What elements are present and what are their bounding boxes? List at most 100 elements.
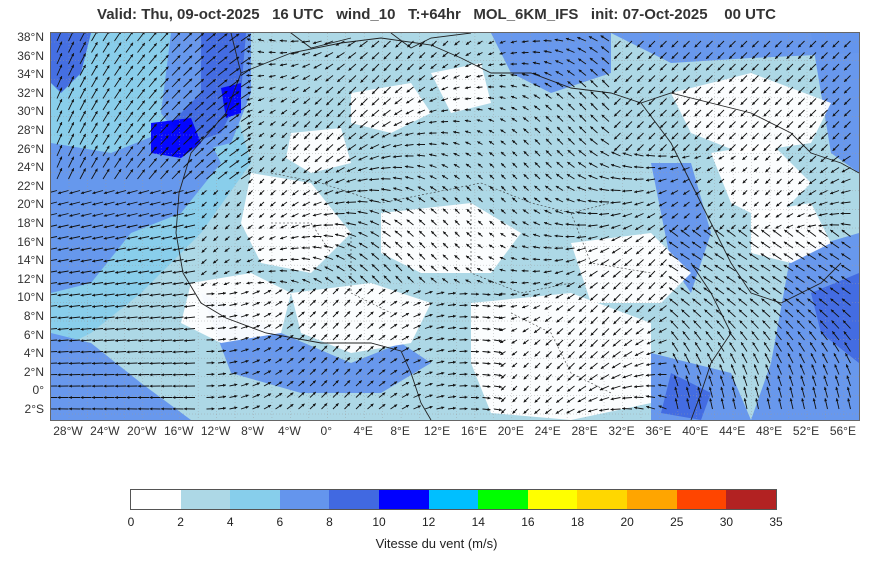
calm-region — [431, 63, 491, 113]
wind-arrow — [534, 161, 541, 168]
wind-arrow — [476, 130, 483, 134]
wind-arrow — [763, 121, 771, 129]
wind-arrow — [312, 40, 322, 45]
wind-arrow — [545, 104, 552, 111]
wind-arrow — [740, 75, 748, 83]
wind-arrow — [280, 213, 288, 218]
wind-arrow — [68, 122, 75, 134]
wind-arrow — [257, 50, 265, 54]
wind-arrow — [125, 111, 134, 122]
wind-arrow — [183, 135, 193, 145]
wind-arrow — [588, 35, 598, 42]
wind-arrow — [695, 201, 702, 207]
wind-arrow — [671, 144, 679, 152]
wind-arrow — [840, 190, 851, 194]
wind-arrow — [229, 114, 240, 122]
wind-arrow — [183, 55, 193, 65]
wind-arrow — [206, 33, 216, 42]
wind-arrow — [324, 40, 334, 45]
wind-arrow — [476, 96, 483, 100]
wind-arrow — [383, 75, 391, 83]
wind-arrow — [464, 130, 472, 134]
wind-arrow — [719, 213, 725, 219]
wind-arrow — [786, 144, 794, 152]
lat-label: 10°N — [17, 290, 44, 305]
wind-arrow — [359, 63, 368, 72]
wind-arrow — [79, 87, 87, 99]
wind-arrow — [522, 117, 529, 122]
colorbar-segment — [230, 490, 280, 509]
wind-arrow — [392, 155, 403, 159]
wind-arrow — [91, 53, 98, 65]
wind-arrow — [682, 109, 690, 117]
wind-arrow — [808, 178, 817, 185]
wind-arrow — [68, 87, 75, 99]
wind-arrow — [578, 126, 587, 134]
wind-arrow — [337, 132, 345, 140]
wind-arrow — [625, 86, 633, 94]
wind-arrow — [194, 124, 205, 134]
wind-arrow — [579, 114, 587, 122]
wind-arrow — [590, 114, 598, 122]
wind-arrow — [440, 120, 449, 124]
wind-arrow — [728, 121, 736, 129]
wind-arrow — [763, 75, 771, 83]
wind-arrow — [160, 169, 169, 180]
wind-arrow — [217, 125, 228, 134]
wind-arrow — [532, 72, 541, 76]
wind-arrow — [601, 68, 610, 76]
wind-arrow — [303, 144, 311, 151]
wind-arrow — [160, 112, 169, 122]
wind-arrow — [125, 100, 134, 111]
wind-arrow — [348, 86, 357, 95]
lat-label: 22°N — [17, 178, 44, 193]
wind-arrow — [613, 40, 621, 48]
wind-arrow — [406, 208, 414, 214]
wind-arrow — [217, 67, 228, 76]
wind-arrow — [394, 86, 403, 94]
wind-arrow — [206, 44, 216, 53]
wind-arrow — [102, 33, 110, 42]
wind-arrow — [268, 74, 276, 78]
wind-arrow — [381, 155, 391, 159]
wind-arrow — [765, 155, 771, 161]
wind-arrow — [453, 63, 460, 68]
wind-arrow — [291, 213, 299, 218]
wind-arrow — [670, 167, 679, 171]
wind-arrow — [589, 126, 598, 134]
wind-arrow — [659, 98, 667, 106]
lon-label: 48°E — [756, 424, 783, 438]
wind-arrow — [80, 213, 92, 217]
wind-arrow — [763, 109, 771, 117]
wind-arrow — [430, 197, 437, 203]
wind-arrow — [466, 185, 472, 191]
wind-arrow — [393, 187, 403, 191]
country-border — [470, 203, 572, 294]
wind-arrow — [841, 167, 851, 173]
wind-arrow — [634, 201, 644, 206]
wind-arrow — [69, 190, 81, 195]
wind-arrow — [636, 75, 644, 83]
lat-label: 20°N — [17, 197, 44, 212]
wind-arrow — [126, 213, 138, 217]
wind-arrow — [682, 75, 690, 83]
wind-arrow — [148, 123, 158, 134]
wind-arrow — [753, 201, 759, 207]
wind-arrow — [324, 190, 334, 195]
lon-label: 8°W — [241, 424, 264, 438]
wind-arrow — [148, 111, 158, 122]
wind-arrow — [751, 63, 759, 71]
wind-arrow — [832, 98, 840, 106]
lat-label: 30°N — [17, 104, 44, 119]
wind-arrow — [774, 144, 782, 152]
wind-arrow — [567, 126, 575, 134]
wind-arrow — [798, 167, 805, 174]
wind-arrow — [206, 55, 216, 65]
wind-arrow — [358, 155, 368, 161]
colorbar-tick-label: 0 — [127, 515, 135, 529]
wind-arrow — [161, 190, 173, 195]
wind-arrow — [206, 124, 216, 134]
wind-arrow — [566, 48, 575, 53]
wind-arrow — [511, 197, 518, 203]
wind-arrow — [347, 52, 357, 59]
